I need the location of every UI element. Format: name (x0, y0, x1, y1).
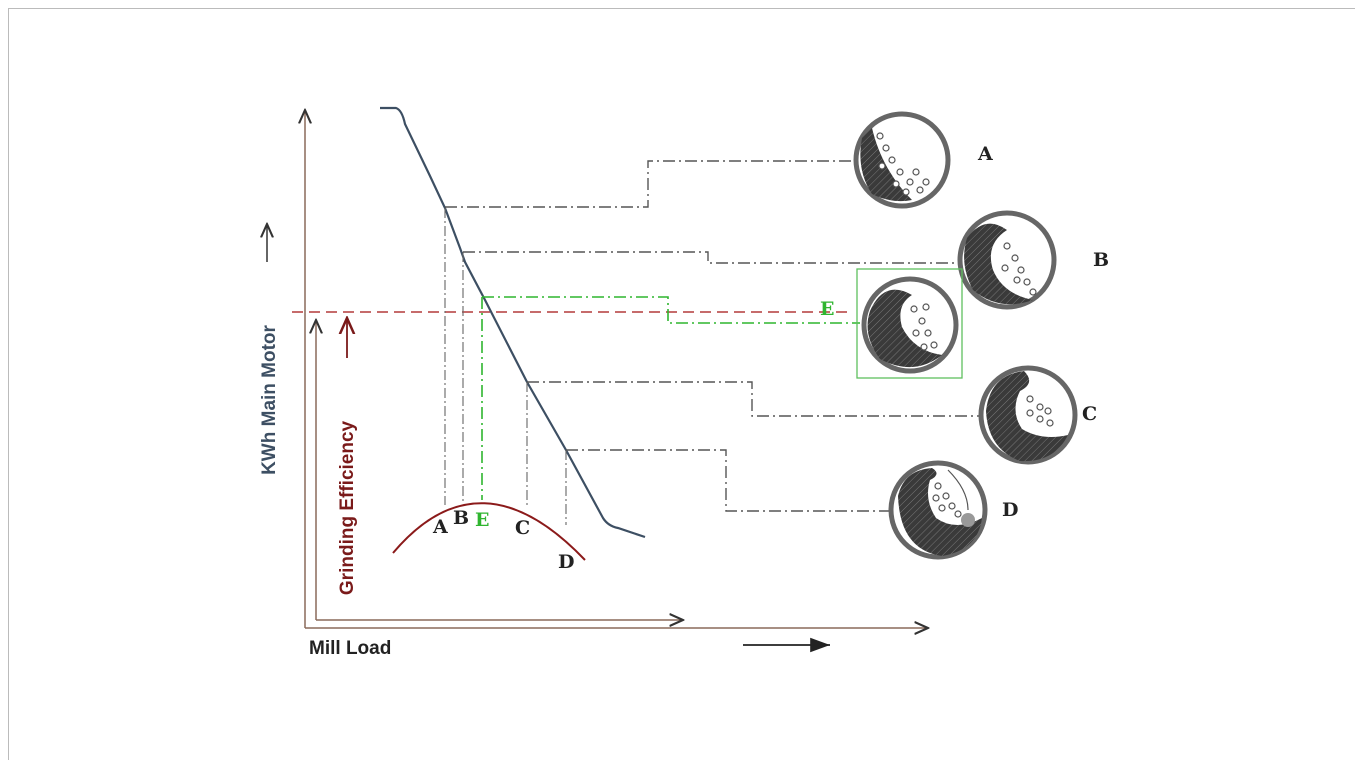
axes (267, 110, 928, 653)
mill-label: D (1002, 499, 1018, 521)
connectors (445, 160, 980, 512)
frame (8, 8, 1355, 760)
highlight-box (856, 268, 963, 379)
mill-label: C (1082, 403, 1097, 425)
x-axis-label: Mill Load (309, 638, 391, 659)
curve-point-label: A (432, 516, 448, 538)
mill (853, 111, 951, 209)
curve-point-label: E (475, 509, 489, 531)
mill-label: B (1093, 249, 1109, 271)
y2-axis-label: Grinding Efficiency (337, 420, 358, 595)
curve-point-label: C (515, 517, 530, 539)
efficiency-curve (392, 502, 586, 561)
mill (978, 365, 1078, 465)
mill (957, 210, 1057, 310)
curve-point-label: B (453, 507, 469, 529)
mill (888, 460, 988, 560)
drop-lines (444, 208, 567, 525)
power-curve (380, 106, 646, 539)
mill-label: A (977, 143, 993, 165)
mill-label: E (820, 298, 834, 320)
y-axis-label: KWh Main Motor (259, 324, 280, 474)
curve-point-label: D (558, 551, 574, 573)
mill (861, 276, 959, 374)
